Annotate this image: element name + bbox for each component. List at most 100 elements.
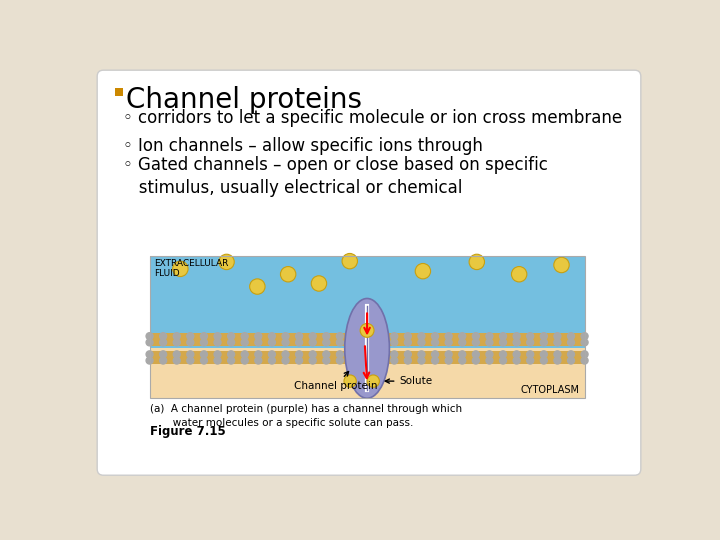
Circle shape	[360, 323, 374, 338]
Circle shape	[431, 333, 438, 340]
Circle shape	[241, 351, 248, 358]
Circle shape	[323, 333, 330, 340]
Circle shape	[350, 357, 357, 364]
Circle shape	[486, 357, 493, 364]
Circle shape	[486, 351, 493, 358]
Circle shape	[540, 357, 547, 364]
Bar	[150, 351, 585, 364]
Circle shape	[174, 357, 180, 364]
Circle shape	[377, 357, 384, 364]
Circle shape	[405, 339, 411, 346]
Circle shape	[527, 333, 534, 340]
Circle shape	[581, 351, 588, 358]
Circle shape	[391, 333, 397, 340]
Circle shape	[567, 351, 575, 358]
Text: ◦ Ion channels – allow specific ions through: ◦ Ion channels – allow specific ions thr…	[122, 137, 482, 155]
Circle shape	[364, 339, 371, 346]
Text: Solute: Solute	[385, 376, 433, 386]
Circle shape	[513, 351, 520, 358]
Circle shape	[269, 351, 275, 358]
Circle shape	[255, 351, 262, 358]
Circle shape	[174, 333, 180, 340]
Circle shape	[336, 333, 343, 340]
Bar	[150, 333, 585, 346]
Circle shape	[174, 351, 180, 358]
Circle shape	[445, 339, 452, 346]
Circle shape	[418, 357, 425, 364]
Circle shape	[405, 357, 411, 364]
Circle shape	[342, 253, 357, 269]
Circle shape	[160, 339, 166, 346]
Circle shape	[415, 264, 431, 279]
Circle shape	[309, 357, 316, 364]
Circle shape	[567, 333, 575, 340]
Circle shape	[228, 339, 235, 346]
Circle shape	[500, 333, 506, 340]
Circle shape	[431, 351, 438, 358]
Circle shape	[554, 357, 561, 364]
Circle shape	[377, 333, 384, 340]
Circle shape	[241, 339, 248, 346]
Circle shape	[581, 339, 588, 346]
Circle shape	[282, 351, 289, 358]
Circle shape	[281, 267, 296, 282]
Circle shape	[418, 351, 425, 358]
Circle shape	[391, 357, 397, 364]
Circle shape	[472, 333, 480, 340]
Circle shape	[445, 357, 452, 364]
Circle shape	[296, 333, 302, 340]
Circle shape	[187, 339, 194, 346]
Circle shape	[500, 357, 506, 364]
Circle shape	[486, 333, 493, 340]
Circle shape	[567, 357, 575, 364]
Circle shape	[160, 357, 166, 364]
Circle shape	[309, 351, 316, 358]
Circle shape	[418, 333, 425, 340]
Circle shape	[282, 333, 289, 340]
Circle shape	[282, 357, 289, 364]
Circle shape	[200, 351, 207, 358]
Circle shape	[282, 339, 289, 346]
Circle shape	[255, 357, 262, 364]
Circle shape	[405, 351, 411, 358]
Circle shape	[581, 333, 588, 340]
Circle shape	[269, 339, 275, 346]
Circle shape	[200, 339, 207, 346]
Circle shape	[241, 357, 248, 364]
Circle shape	[228, 357, 235, 364]
Text: Channel proteins: Channel proteins	[126, 86, 361, 114]
Circle shape	[214, 339, 221, 346]
Circle shape	[323, 357, 330, 364]
Circle shape	[214, 357, 221, 364]
Circle shape	[527, 351, 534, 358]
Circle shape	[377, 351, 384, 358]
Circle shape	[173, 261, 188, 276]
Circle shape	[367, 375, 379, 387]
Circle shape	[459, 351, 466, 358]
Circle shape	[336, 339, 343, 346]
Circle shape	[513, 333, 520, 340]
Circle shape	[486, 339, 493, 346]
Circle shape	[459, 357, 466, 364]
Circle shape	[336, 351, 343, 358]
Circle shape	[459, 339, 466, 346]
Circle shape	[336, 357, 343, 364]
Circle shape	[364, 351, 371, 358]
Circle shape	[174, 339, 180, 346]
Text: (a)  A channel protein (purple) has a channel through which
       water molecul: (a) A channel protein (purple) has a cha…	[150, 404, 462, 428]
Circle shape	[540, 333, 547, 340]
Circle shape	[296, 351, 302, 358]
Circle shape	[445, 351, 452, 358]
Circle shape	[513, 357, 520, 364]
Circle shape	[418, 339, 425, 346]
Circle shape	[214, 351, 221, 358]
Circle shape	[431, 339, 438, 346]
Bar	[150, 256, 585, 348]
Circle shape	[405, 333, 411, 340]
Circle shape	[344, 375, 356, 387]
Circle shape	[459, 333, 466, 340]
Circle shape	[160, 351, 166, 358]
Circle shape	[241, 333, 248, 340]
Circle shape	[160, 333, 166, 340]
FancyBboxPatch shape	[97, 70, 641, 475]
